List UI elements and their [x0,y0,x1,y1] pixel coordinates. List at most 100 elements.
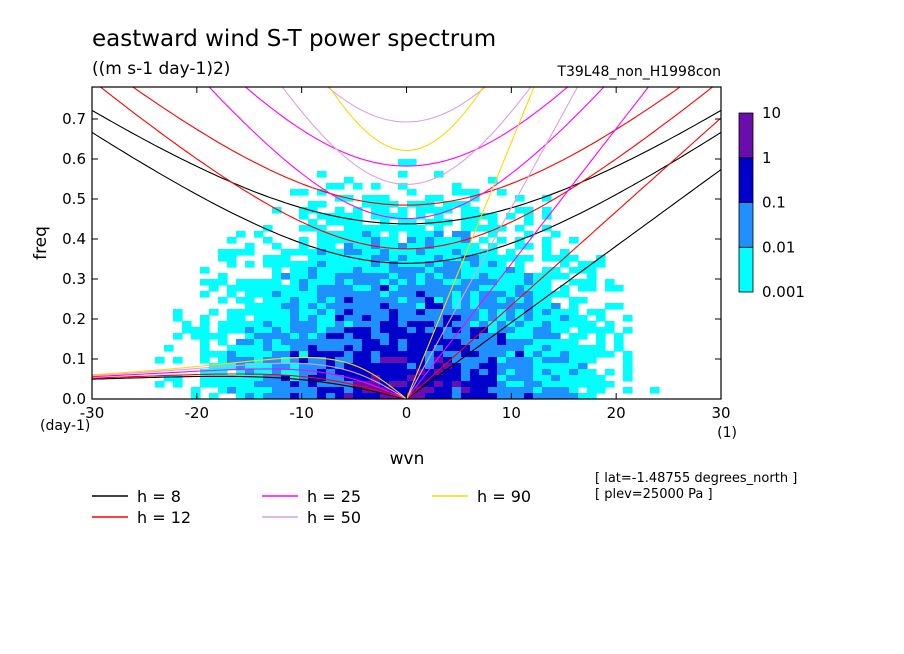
spectrum-cell [308,249,318,256]
spectrum-cell [200,339,210,346]
spectrum-cell [317,243,327,250]
spectrum-cell [407,303,417,310]
spectrum-cell [488,267,498,274]
spectrum-cell [362,249,372,256]
spectrum-cell [434,345,444,352]
spectrum-cell [515,315,525,322]
spectrum-cell [254,363,264,370]
spectrum-cell [488,339,498,346]
spectrum-cell [272,315,282,322]
spectrum-cell [416,339,426,346]
spectrum-cell [443,351,453,358]
spectrum-cell [434,321,444,328]
spectrum-cell [245,243,255,250]
spectrum-cell [227,321,237,328]
spectrum-cell [560,339,570,346]
spectrum-cell [533,285,543,292]
spectrum-cell [488,273,498,280]
spectrum-cell [380,309,390,316]
spectrum-cell [452,315,462,322]
spectrum-cell [434,237,444,244]
spectrum-cell [362,201,372,208]
spectrum-cell [398,171,408,178]
spectrum-cell [317,291,327,298]
spectrum-cell [362,321,372,328]
spectrum-cell [488,291,498,298]
spectrum-cell [533,351,543,358]
spectrum-cell [551,267,561,274]
spectrum-cell [335,363,345,370]
spectrum-cell [218,273,228,280]
spectrum-cell [353,219,363,226]
spectrum-cell [533,339,543,346]
spectrum-cell [461,285,471,292]
spectrum-cell [335,351,345,358]
spectrum-cell [290,339,300,346]
spectrum-cell [416,249,426,256]
spectrum-cell [326,351,336,358]
spectrum-cell [344,387,354,394]
spectrum-cell [497,345,507,352]
spectrum-cell [470,285,480,292]
spectrum-cell [209,333,219,340]
spectrum-cell [578,381,588,388]
spectrum-cell [299,369,309,376]
spectrum-cell [371,279,381,286]
spectrum-cell [416,267,426,274]
spectrum-cell [281,327,291,334]
spectrum-cell [281,285,291,292]
spectrum-cell [443,255,453,262]
spectrum-cell [326,321,336,328]
spectrum-cell [452,237,462,244]
spectrum-cell [308,309,318,316]
spectrum-cell [326,273,336,280]
spectrum-cell [542,363,552,370]
spectrum-cell [506,309,516,316]
spectrum-cell [245,249,255,256]
spectrum-cell [353,357,363,364]
spectrum-cell [443,369,453,376]
spectrum-cell [407,273,417,280]
spectrum-cell [290,279,300,286]
spectrum-cell [524,327,534,334]
spectrum-cell [335,207,345,214]
spectrum-cell [497,369,507,376]
spectrum-cell [533,369,543,376]
spectrum-cell [416,243,426,250]
spectrum-cell [200,345,210,352]
spectrum-cell [578,285,588,292]
spectrum-cell [452,321,462,328]
spectrum-cell [569,387,579,394]
spectrum-cell [497,297,507,304]
spectrum-cell [416,375,426,382]
spectrum-cell [452,369,462,376]
spectrum-cell [416,351,426,358]
spectrum-cell [407,243,417,250]
colorbar-swatch [738,112,754,159]
spectrum-cell [452,309,462,316]
spectrum-cell [578,363,588,370]
spectrum-cell [569,267,579,274]
spectrum-cell [236,279,246,286]
spectrum-cell [434,195,444,202]
spectrum-cell [488,279,498,286]
spectrum-cell [362,225,372,232]
spectrum-cell [587,387,597,394]
spectrum-cell [245,339,255,346]
kelvin-curve [405,87,535,399]
spectrum-cell [515,351,525,358]
spectrum-cell [272,255,282,262]
spectrum-cell [263,357,273,364]
spectrum-cell [470,345,480,352]
spectrum-cell [425,381,435,388]
spectrum-cell [353,273,363,280]
spectrum-cell [299,243,309,250]
spectrum-cell [524,243,534,250]
spectrum-cell [362,237,372,244]
spectrum-cell [389,345,399,352]
spectrum-cell [578,321,588,328]
spectrum-cell [506,327,516,334]
spectrum-cell [452,387,462,394]
spectrum-cell [398,261,408,268]
spectrum-cell [389,297,399,304]
